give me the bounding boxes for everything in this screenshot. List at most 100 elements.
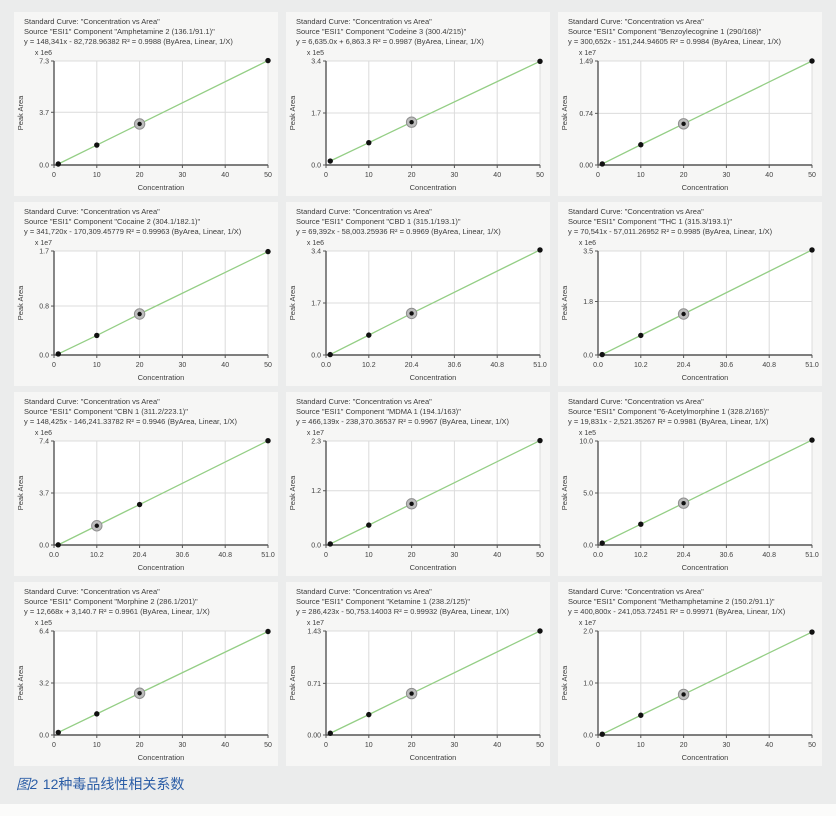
standard-curve-chart[interactable]: 0 10 20 30 40 50 0.00 0.74 1.49x 1e7 Concentratio…: [558, 47, 822, 196]
x-tick-label: 50: [264, 742, 272, 749]
curve-source: Source "ESI1" Component "CBN 1 (311.2/22…: [24, 406, 188, 416]
curve-title: Standard Curve: "Concentration vs Area": [296, 207, 432, 216]
data-point[interactable]: [809, 246, 815, 253]
panel-header: Standard Curve: "Concentration vs Area" …: [14, 582, 278, 617]
standard-curve-chart[interactable]: 0.0 10.2 20.4 30.6 40.8 51.0 0.0 1.7 3.4x 1e6 Con…: [286, 237, 550, 386]
selected-data-point[interactable]: [409, 691, 414, 696]
data-point[interactable]: [537, 246, 543, 253]
selected-data-point[interactable]: [409, 501, 414, 506]
data-point[interactable]: [55, 350, 61, 357]
standard-curve-chart[interactable]: 0 10 20 30 40 50 0.0 1.2 2.3x 1e7 Concentration Pe…: [286, 427, 550, 576]
standard-curve-chart[interactable]: 0.0 10.2 20.4 30.6 40.8 51.0 0.0 3.7 7.4x 1e6 Con…: [14, 427, 278, 576]
selected-data-point[interactable]: [409, 119, 414, 125]
data-point[interactable]: [327, 730, 333, 736]
data-point[interactable]: [537, 58, 543, 64]
standard-curve-chart[interactable]: 0 10 20 30 40 50 0.0 0.8 1.7x 1e7 Concentration Pe…: [14, 237, 278, 386]
data-point[interactable]: [327, 540, 333, 547]
x-tick-label: 0.0: [593, 362, 603, 369]
data-point[interactable]: [94, 142, 100, 148]
selected-data-point[interactable]: [681, 121, 686, 126]
data-point[interactable]: [55, 160, 61, 167]
selected-data-point[interactable]: [681, 691, 686, 697]
x-tick-label: 50: [536, 742, 544, 749]
data-point[interactable]: [55, 541, 61, 548]
curve-equation: y = 19,831x - 2,521.35267 R² = 0.9981 (B…: [568, 416, 769, 426]
standard-curve-panel: Standard Curve: "Concentration vs Area" …: [14, 202, 278, 386]
data-point[interactable]: [94, 710, 100, 717]
data-point[interactable]: [265, 57, 271, 63]
selected-data-point[interactable]: [137, 690, 142, 696]
data-point[interactable]: [638, 712, 644, 718]
x-tick-label: 0: [596, 172, 600, 179]
data-point[interactable]: [366, 139, 372, 146]
selected-data-point[interactable]: [409, 310, 414, 316]
y-tick-label: 2.3: [311, 438, 321, 445]
x-axis-title: Concentration: [682, 753, 729, 762]
data-point[interactable]: [55, 729, 61, 735]
data-point[interactable]: [136, 501, 143, 507]
standard-curve-chart[interactable]: 0 10 20 30 40 50 0.0 3.2 6.4x 1e5 Concentration Pe…: [14, 617, 278, 766]
data-point[interactable]: [638, 141, 644, 148]
data-point[interactable]: [638, 332, 644, 338]
data-point[interactable]: [265, 437, 271, 444]
x-tick-label: 10.2: [634, 362, 648, 369]
x-tick-label: 20: [136, 742, 144, 749]
data-point[interactable]: [327, 157, 333, 164]
x-tick-label: 51.0: [261, 552, 275, 559]
data-point[interactable]: [327, 351, 333, 357]
selected-data-point[interactable]: [94, 523, 100, 528]
selected-data-point[interactable]: [137, 121, 142, 126]
standard-curve-chart[interactable]: 0 10 20 30 40 50 0.0 1.0 2.0x 1e7 Concentration Pe…: [558, 617, 822, 766]
data-point[interactable]: [265, 628, 271, 634]
regression-line: [601, 60, 813, 165]
x-tick-label: 50: [808, 742, 816, 749]
data-point[interactable]: [537, 437, 543, 443]
data-point[interactable]: [599, 731, 605, 737]
data-point[interactable]: [366, 711, 372, 718]
data-point[interactable]: [94, 332, 100, 338]
y-tick-label: 0.0: [39, 542, 49, 549]
standard-curve-chart[interactable]: 0.0 10.2 20.4 30.6 40.8 51.0 0.0 1.8 3.5x 1e6 Con…: [558, 237, 822, 386]
regression-line: [57, 439, 269, 546]
standard-curve-chart[interactable]: 0 10 20 30 40 50 0.0 3.7 7.3x 1e6 Concentration Pe…: [14, 47, 278, 196]
data-point[interactable]: [599, 351, 605, 357]
standard-curve-panel: Standard Curve: "Concentration vs Area" …: [558, 392, 822, 576]
x-tick-label: 0: [596, 742, 600, 749]
data-point[interactable]: [265, 248, 271, 254]
y-tick-label: 1.2: [311, 488, 321, 495]
data-point[interactable]: [366, 332, 372, 338]
selected-data-point[interactable]: [681, 311, 686, 316]
data-point[interactable]: [638, 521, 644, 527]
data-point[interactable]: [809, 629, 815, 635]
y-tick-label: 1.7: [311, 110, 321, 117]
y-axis-title: Peak Area: [560, 285, 569, 320]
x-tick-label: 40: [765, 742, 773, 749]
data-point[interactable]: [599, 160, 605, 167]
panel-header: Standard Curve: "Concentration vs Area" …: [14, 202, 278, 237]
standard-curve-panel: Standard Curve: "Concentration vs Area" …: [558, 202, 822, 386]
standard-curve-panel: Standard Curve: "Concentration vs Area" …: [286, 12, 550, 196]
x-tick-label: 0.0: [593, 552, 603, 559]
standard-curve-chart[interactable]: 0.0 10.2 20.4 30.6 40.8 51.0 0.0 5.0 10.0x 1e5 Co…: [558, 427, 822, 576]
y-tick-label: 3.7: [39, 109, 49, 116]
curve-source: Source "ESI1" Component "Morphine 2 (286…: [24, 596, 198, 606]
selected-data-point[interactable]: [681, 500, 686, 506]
curve-equation: y = 286,423x - 50,753.14003 R² = 0.99932…: [296, 606, 510, 616]
x-tick-label: 20: [408, 172, 416, 179]
y-tick-label: 10.0: [579, 438, 593, 445]
data-point[interactable]: [809, 437, 815, 443]
data-point[interactable]: [366, 522, 372, 528]
standard-curve-chart[interactable]: 0 10 20 30 40 50 0.00 0.71 1.43x 1e7 Concentratio…: [286, 617, 550, 766]
x-axis-title: Concentration: [410, 373, 457, 382]
curve-equation: y = 341,720x - 170,309.45779 R² = 0.9996…: [24, 226, 242, 236]
x-tick-label: 40.8: [762, 552, 776, 559]
data-point[interactable]: [537, 627, 543, 634]
data-point[interactable]: [599, 540, 605, 546]
data-point[interactable]: [809, 57, 815, 64]
regression-line: [57, 630, 269, 733]
x-tick-label: 50: [264, 172, 272, 179]
selected-data-point[interactable]: [137, 311, 142, 316]
standard-curve-chart[interactable]: 0 10 20 30 40 50 0.0 1.7 3.4x 1e5 Concentration Pe…: [286, 47, 550, 196]
curve-source: Source "ESI1" Component "MDMA 1 (194.1/1…: [296, 406, 461, 416]
curve-equation: y = 69,392x - 58,003.25936 R² = 0.9969 (…: [296, 226, 501, 236]
